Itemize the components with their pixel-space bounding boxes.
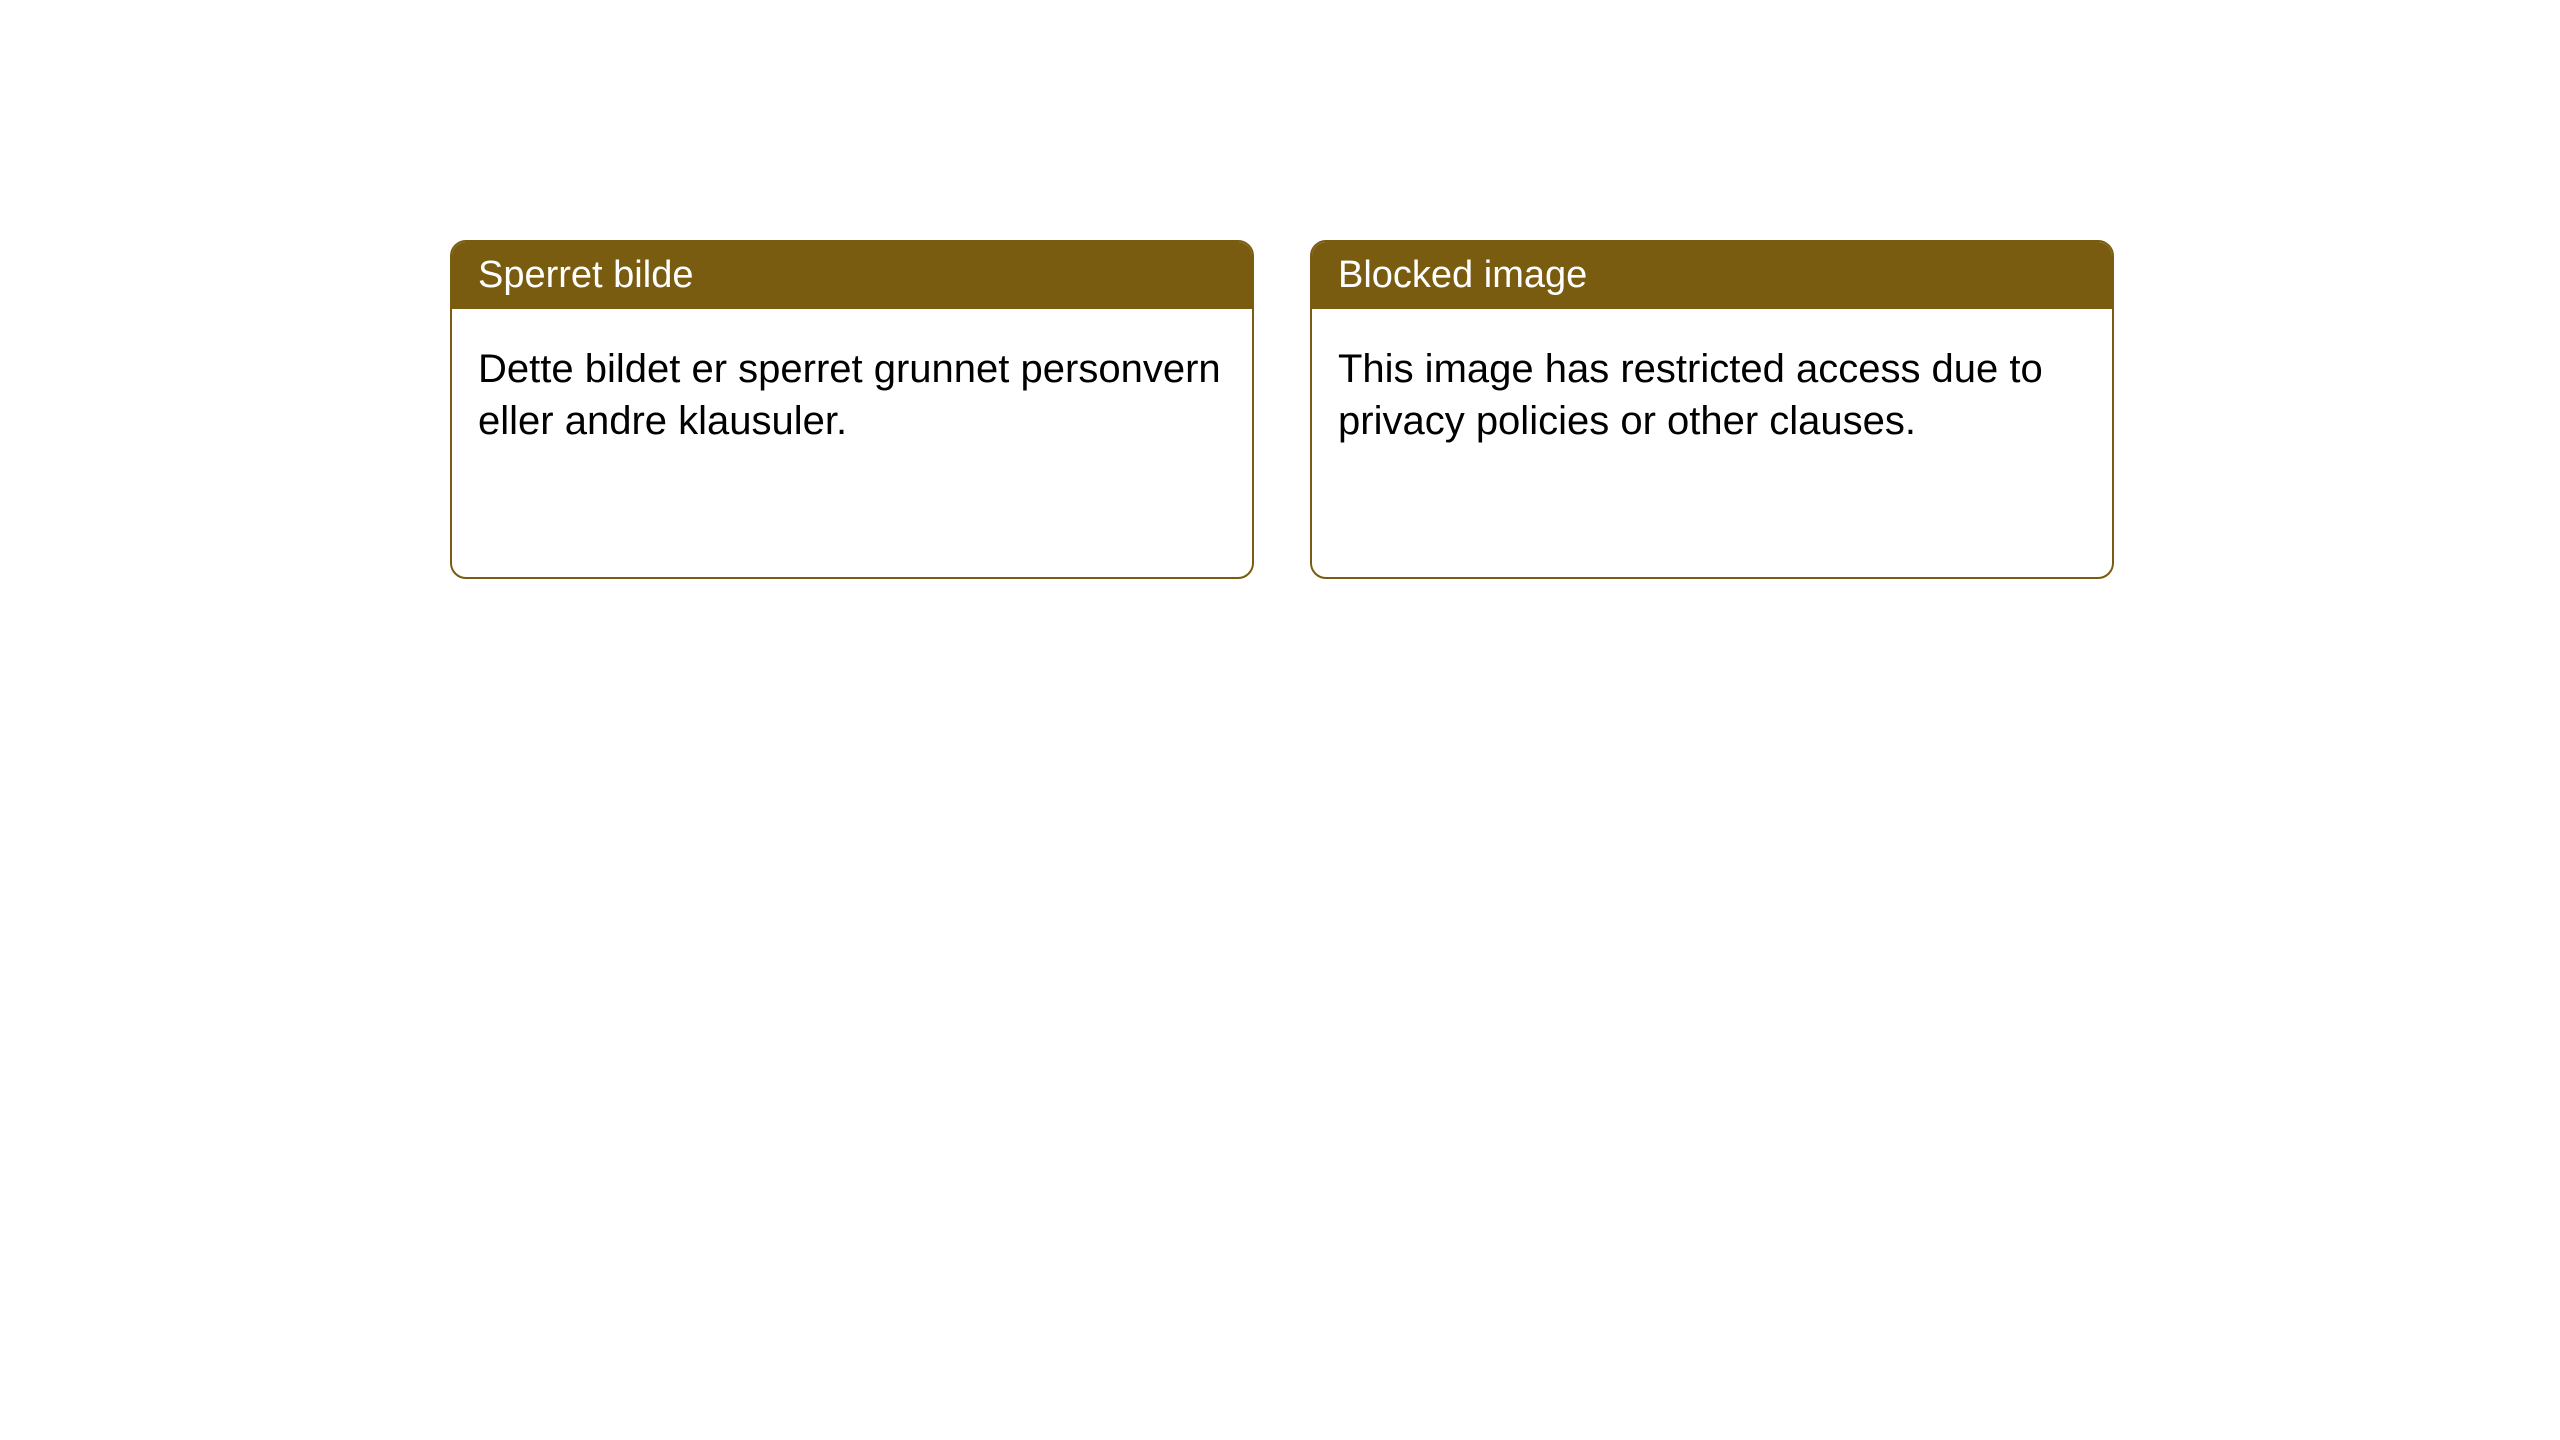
notice-container: Sperret bilde Dette bildet er sperret gr… xyxy=(450,240,2114,579)
notice-header: Sperret bilde xyxy=(452,242,1252,309)
notice-text: Dette bildet er sperret grunnet personve… xyxy=(478,347,1221,443)
notice-body: Dette bildet er sperret grunnet personve… xyxy=(452,309,1252,481)
notice-body: This image has restricted access due to … xyxy=(1312,309,2112,481)
notice-title: Sperret bilde xyxy=(478,254,693,296)
notice-title: Blocked image xyxy=(1338,254,1587,296)
notice-card-english: Blocked image This image has restricted … xyxy=(1310,240,2114,579)
notice-text: This image has restricted access due to … xyxy=(1338,347,2043,443)
notice-card-norwegian: Sperret bilde Dette bildet er sperret gr… xyxy=(450,240,1254,579)
notice-header: Blocked image xyxy=(1312,242,2112,309)
